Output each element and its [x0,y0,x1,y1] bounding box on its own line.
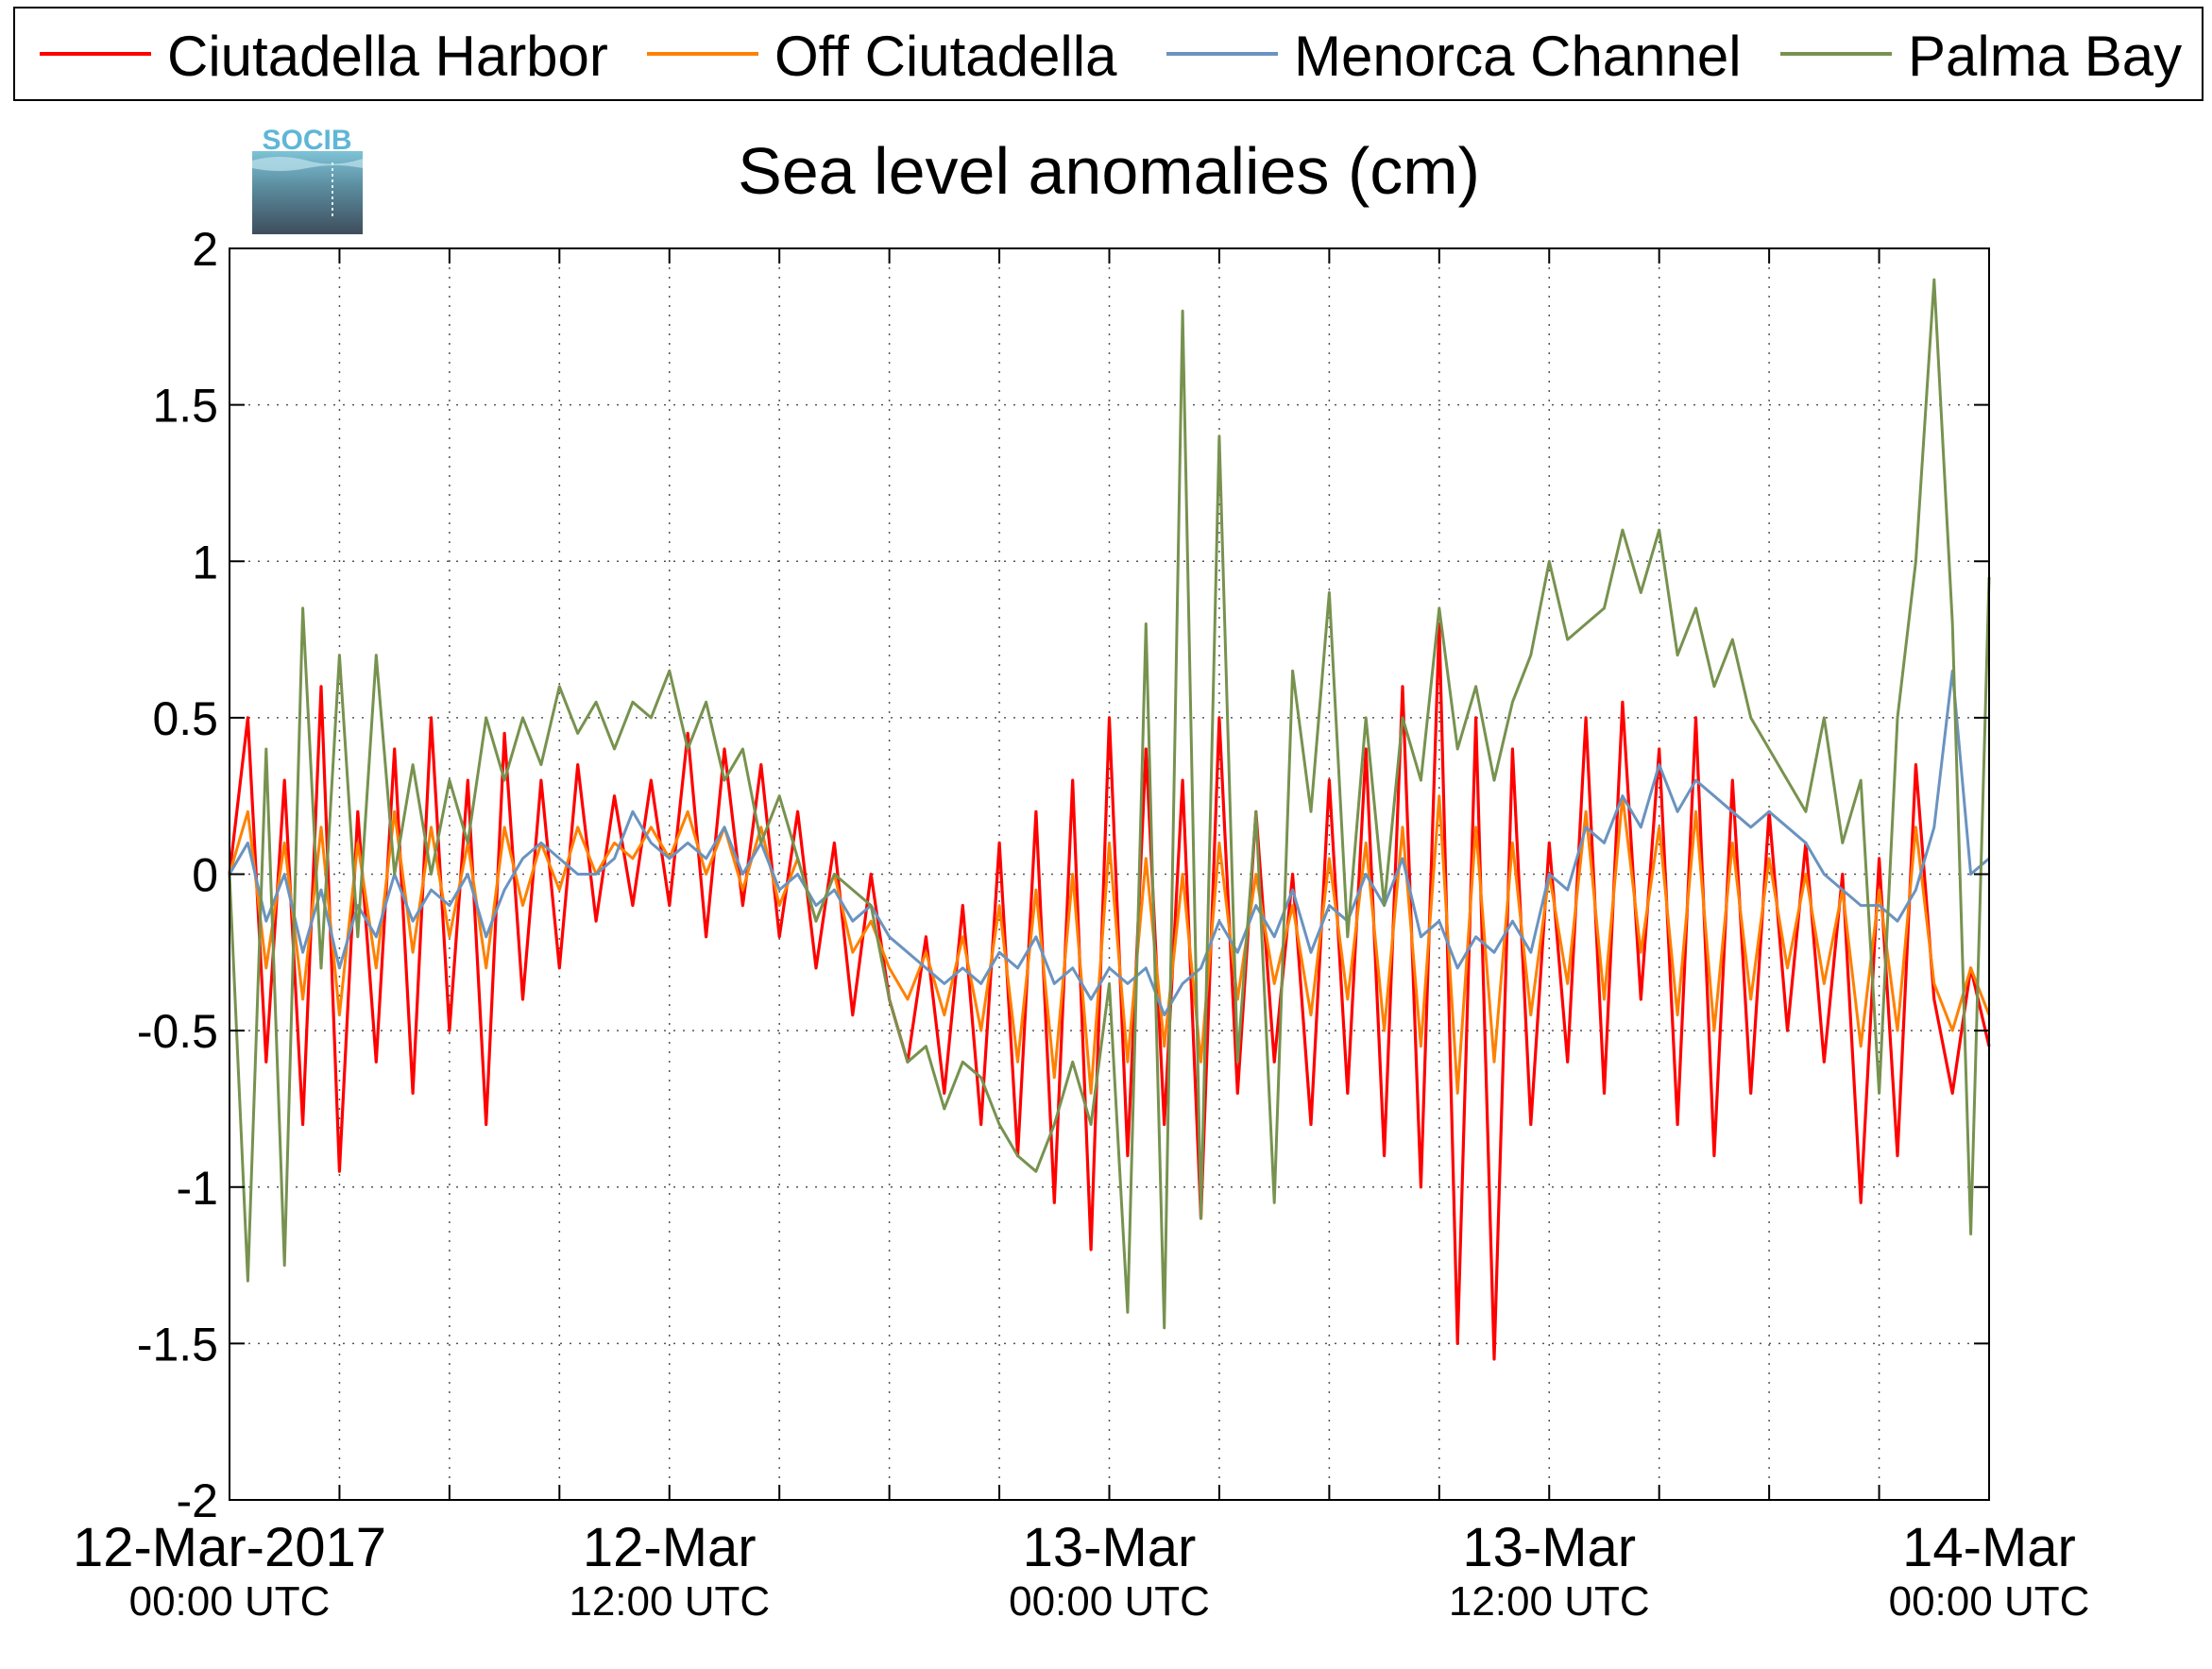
x-tick-label-time: 12:00 UTC [569,1578,770,1625]
series-line-menorca-channel [228,669,1990,1017]
x-tick-label-date: 12-Mar [583,1517,757,1578]
series-line-ciutadella-harbor [228,622,1991,1361]
legend-label: Ciutadella Harbor [167,25,608,88]
series-line-off-ciutadella [228,794,1991,1095]
socib-logo-wave [252,157,363,171]
x-tick-label-time: 00:00 UTC [129,1578,331,1625]
x-tick-label-date: 13-Mar [1023,1517,1197,1578]
grid [230,248,1989,1500]
y-tick-label: -2 [177,1474,218,1527]
y-tick-label: 1.5 [152,380,218,433]
y-tick-label: -1.5 [137,1318,218,1371]
x-tick-label-time: 00:00 UTC [1889,1578,2090,1625]
legend: Ciutadella Harbor Off Ciutadella Menorca C… [13,7,2203,101]
x-tick-label-date: 12-Mar-2017 [73,1517,386,1578]
y-tick-label: -0.5 [137,1005,218,1058]
y-tick-label: -1 [177,1162,218,1215]
legend-label: Menorca Channel [1294,25,1742,88]
legend-label: Palma Bay [1908,25,2182,88]
chart-title: Sea level anomalies (cm) [738,134,1480,208]
series-layer [228,278,1991,1361]
series-line-palma-bay [228,278,1991,1330]
y-tick-label: 1 [192,536,218,588]
x-tick-label-date: 13-Mar [1462,1517,1636,1578]
y-tick-label: 0.5 [152,692,218,745]
x-tick-label-time: 00:00 UTC [1009,1578,1210,1625]
y-tick-label: 0 [192,849,218,902]
legend-label: Off Ciutadella [774,25,1117,88]
legend-items: Ciutadella Harbor Off Ciutadella Menorca C… [40,25,2182,88]
socib-logo-text: SOCIB [262,125,351,156]
x-tick-label-date: 14-Mar [1902,1517,2076,1578]
socib-logo: SOCIB [252,125,363,234]
y-tick-label: 2 [192,223,218,276]
x-tick-label-time: 12:00 UTC [1449,1578,1650,1625]
